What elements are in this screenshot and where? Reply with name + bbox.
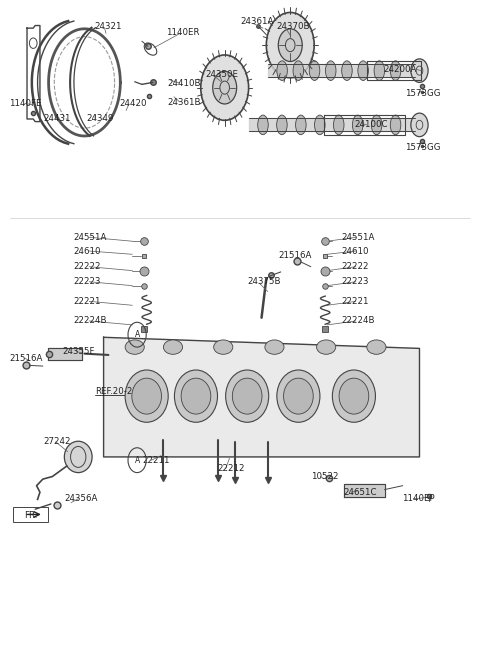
Text: 22224B: 22224B <box>341 316 375 326</box>
Text: 24361A: 24361A <box>240 17 274 26</box>
Text: 24356A: 24356A <box>64 495 97 503</box>
Ellipse shape <box>372 115 382 135</box>
Text: 22223: 22223 <box>73 277 101 286</box>
Ellipse shape <box>332 370 375 422</box>
Text: REF.20-221B: REF.20-221B <box>96 387 150 396</box>
Text: 22211: 22211 <box>142 456 169 464</box>
Text: 22223: 22223 <box>341 277 369 286</box>
Circle shape <box>213 71 237 104</box>
Ellipse shape <box>314 115 325 135</box>
Text: 1140FE: 1140FE <box>9 99 42 108</box>
Ellipse shape <box>390 115 401 135</box>
Text: 27242: 27242 <box>44 438 71 446</box>
Text: 1140EP: 1140EP <box>402 495 434 503</box>
Ellipse shape <box>325 61 336 81</box>
Ellipse shape <box>352 115 363 135</box>
Text: 1573GG: 1573GG <box>405 89 441 98</box>
Ellipse shape <box>284 378 313 414</box>
Circle shape <box>411 59 428 83</box>
Text: REF.20-221B: REF.20-221B <box>96 387 150 396</box>
Circle shape <box>266 12 314 78</box>
Text: 24375B: 24375B <box>247 277 281 286</box>
Text: 24610: 24610 <box>73 246 101 255</box>
Ellipse shape <box>163 340 182 354</box>
Text: 22224B: 22224B <box>73 316 107 326</box>
Text: A: A <box>134 456 140 464</box>
Ellipse shape <box>367 340 386 354</box>
Circle shape <box>411 113 428 137</box>
Ellipse shape <box>64 441 92 473</box>
Ellipse shape <box>277 61 288 81</box>
Text: 24321: 24321 <box>94 22 121 31</box>
Text: 22212: 22212 <box>217 464 244 473</box>
Ellipse shape <box>309 61 320 81</box>
Text: 22222: 22222 <box>341 262 369 271</box>
Text: A: A <box>134 330 140 339</box>
Text: 24420: 24420 <box>120 100 147 109</box>
Text: 24431: 24431 <box>44 114 71 123</box>
Ellipse shape <box>293 61 303 81</box>
Ellipse shape <box>125 340 144 354</box>
Ellipse shape <box>277 370 320 422</box>
Ellipse shape <box>358 61 369 81</box>
Text: 24200A: 24200A <box>384 65 417 74</box>
Ellipse shape <box>181 378 211 414</box>
Circle shape <box>201 55 249 121</box>
Ellipse shape <box>374 61 384 81</box>
Ellipse shape <box>125 370 168 422</box>
Text: 24370B: 24370B <box>276 22 310 31</box>
Text: FR.: FR. <box>24 511 37 519</box>
Ellipse shape <box>132 378 161 414</box>
Ellipse shape <box>317 340 336 354</box>
Text: 22222: 22222 <box>73 262 101 271</box>
Text: 22221: 22221 <box>341 297 369 306</box>
Text: 24361B: 24361B <box>167 98 201 107</box>
Ellipse shape <box>258 115 268 135</box>
Text: 10522: 10522 <box>311 472 338 481</box>
Text: 24551A: 24551A <box>73 233 107 242</box>
Text: 22221: 22221 <box>73 297 101 306</box>
Text: 21516A: 21516A <box>9 354 43 363</box>
Text: 1140ER: 1140ER <box>166 28 199 37</box>
Ellipse shape <box>276 115 287 135</box>
Ellipse shape <box>174 370 217 422</box>
Ellipse shape <box>232 378 262 414</box>
Ellipse shape <box>296 115 306 135</box>
Text: 24610: 24610 <box>341 246 369 255</box>
Text: 21516A: 21516A <box>278 251 312 260</box>
Polygon shape <box>104 337 420 457</box>
Ellipse shape <box>390 61 401 81</box>
Ellipse shape <box>265 340 284 354</box>
Circle shape <box>278 29 302 62</box>
Text: 24410B: 24410B <box>167 79 201 88</box>
Text: 24350E: 24350E <box>205 70 239 79</box>
Ellipse shape <box>214 340 233 354</box>
Ellipse shape <box>334 115 344 135</box>
Ellipse shape <box>226 370 269 422</box>
Ellipse shape <box>342 61 352 81</box>
Text: 24355F: 24355F <box>62 347 95 356</box>
Ellipse shape <box>339 378 369 414</box>
Text: 1573GG: 1573GG <box>405 143 441 152</box>
Text: 24349: 24349 <box>86 114 113 123</box>
Text: 24100C: 24100C <box>354 121 387 130</box>
Text: 24551A: 24551A <box>341 233 375 242</box>
Text: 24651C: 24651C <box>343 488 376 496</box>
